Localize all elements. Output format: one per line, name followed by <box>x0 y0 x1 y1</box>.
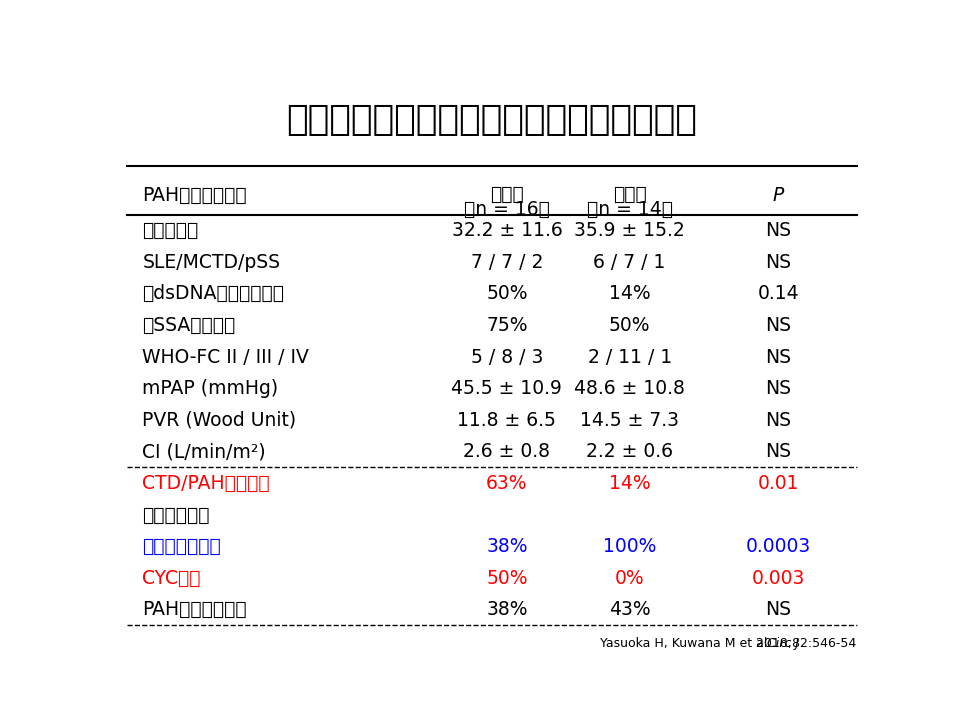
Text: NS: NS <box>765 253 791 271</box>
Text: 50%: 50% <box>486 569 528 588</box>
Text: NS: NS <box>765 410 791 430</box>
Text: Circ J: Circ J <box>766 637 799 650</box>
Text: PVR (Wood Unit): PVR (Wood Unit) <box>142 410 297 430</box>
Text: SLE/MCTD/pSS: SLE/MCTD/pSS <box>142 253 280 271</box>
Text: 32.2 ± 11.6: 32.2 ± 11.6 <box>451 221 563 240</box>
Text: 初回治療内容: 初回治療内容 <box>142 505 210 525</box>
Text: 63%: 63% <box>486 474 528 493</box>
Text: 100%: 100% <box>603 537 657 556</box>
Text: NS: NS <box>765 348 791 366</box>
Text: 反応例: 反応例 <box>490 185 524 204</box>
Text: 0%: 0% <box>614 569 644 588</box>
Text: 0.01: 0.01 <box>757 474 799 493</box>
Text: （n = 16）: （n = 16） <box>464 199 550 218</box>
Text: 0.003: 0.003 <box>752 569 805 588</box>
Text: 75%: 75% <box>486 316 528 335</box>
Text: 免疫抑制療法に対する初期反応の予測因子: 免疫抑制療法に対する初期反応の予測因子 <box>287 103 697 137</box>
Text: NS: NS <box>765 442 791 462</box>
Text: CTD/PAH同時診断: CTD/PAH同時診断 <box>142 474 270 493</box>
Text: 抗dsDNA抗体高値陽性: 抗dsDNA抗体高値陽性 <box>142 284 284 303</box>
Text: 2.2 ± 0.6: 2.2 ± 0.6 <box>587 442 673 462</box>
Text: 38%: 38% <box>486 537 528 556</box>
Text: 不応例: 不応例 <box>612 185 646 204</box>
Text: 38%: 38% <box>486 600 528 619</box>
Text: 35.9 ± 15.2: 35.9 ± 15.2 <box>574 221 685 240</box>
Text: CYC併用: CYC併用 <box>142 569 201 588</box>
Text: mPAP (mmHg): mPAP (mmHg) <box>142 379 278 398</box>
Text: 11.8 ± 6.5: 11.8 ± 6.5 <box>458 410 556 430</box>
Text: 年齢（歳）: 年齢（歳） <box>142 221 199 240</box>
Text: 2.6 ± 0.8: 2.6 ± 0.8 <box>464 442 550 462</box>
Text: 45.5 ± 10.9: 45.5 ± 10.9 <box>451 379 563 398</box>
Text: 43%: 43% <box>609 600 651 619</box>
Text: PAH治療薬の併用: PAH治療薬の併用 <box>142 600 247 619</box>
Text: 6 / 7 / 1: 6 / 7 / 1 <box>593 253 666 271</box>
Text: 2018;82:546-54: 2018;82:546-54 <box>753 637 856 650</box>
Text: 抗SSA抗体陽性: 抗SSA抗体陽性 <box>142 316 235 335</box>
Text: 2 / 11 / 1: 2 / 11 / 1 <box>588 348 672 366</box>
Text: 0.0003: 0.0003 <box>746 537 811 556</box>
Text: 14.5 ± 7.3: 14.5 ± 7.3 <box>580 410 679 430</box>
Text: CI (L/min/m²): CI (L/min/m²) <box>142 442 266 462</box>
Text: 48.6 ± 10.8: 48.6 ± 10.8 <box>574 379 685 398</box>
Text: 50%: 50% <box>486 284 528 303</box>
Text: 0.14: 0.14 <box>757 284 800 303</box>
Text: NS: NS <box>765 221 791 240</box>
Text: P: P <box>773 186 784 204</box>
Text: 5 / 8 / 3: 5 / 8 / 3 <box>470 348 543 366</box>
Text: Yasuoka H, Kuwana M et al.: Yasuoka H, Kuwana M et al. <box>600 637 776 650</box>
Text: 50%: 50% <box>609 316 650 335</box>
Text: NS: NS <box>765 379 791 398</box>
Text: PAH診断時の因子: PAH診断時の因子 <box>142 186 247 204</box>
Text: 7 / 7 / 2: 7 / 7 / 2 <box>470 253 543 271</box>
Text: 14%: 14% <box>609 284 651 303</box>
Text: NS: NS <box>765 600 791 619</box>
Text: 14%: 14% <box>609 474 651 493</box>
Text: WHO-FC II / III / IV: WHO-FC II / III / IV <box>142 348 309 366</box>
Text: （n = 14）: （n = 14） <box>587 199 673 218</box>
Text: ステロイド単独: ステロイド単独 <box>142 537 221 556</box>
Text: NS: NS <box>765 316 791 335</box>
